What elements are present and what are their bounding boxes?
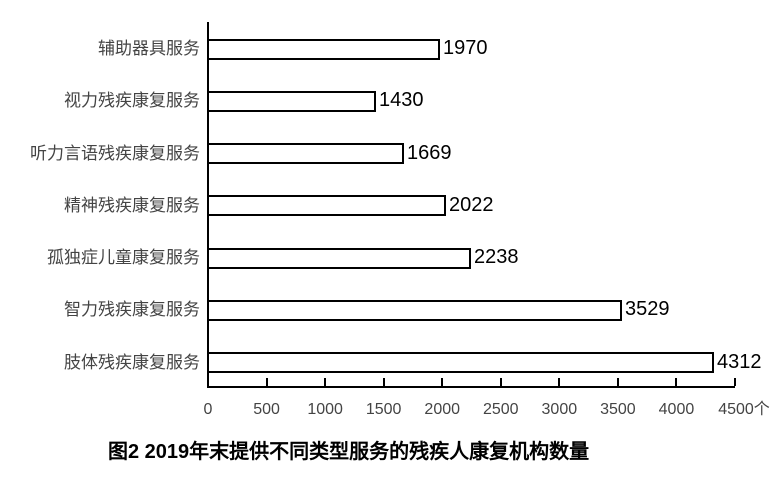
category-label: 辅助器具服务 — [98, 39, 200, 58]
x-axis-tick-label: 2500 — [482, 401, 519, 418]
x-axis-tick-label: 3000 — [541, 401, 578, 418]
x-axis-tick-mark — [441, 378, 443, 386]
x-axis-tick-mark — [617, 378, 619, 386]
x-axis-tick-mark — [558, 378, 560, 386]
bar — [207, 143, 404, 164]
x-axis-tick-label: 0 — [203, 401, 213, 418]
bar-value-label: 1430 — [379, 89, 424, 112]
category-label: 肢体残疾康复服务 — [64, 352, 200, 372]
plot-area: 1970 1430 1669 2022 2238 3529 4312 — [207, 22, 762, 388]
x-axis-tick-label: 500 — [253, 401, 280, 418]
category-label: 智力残疾康复服务 — [64, 300, 200, 320]
x-axis-tick-label: 1500 — [365, 401, 402, 418]
bar-value-label: 1669 — [407, 141, 452, 164]
x-axis-tick-label: 2000 — [424, 401, 461, 418]
bar — [207, 299, 622, 321]
category-axis-labels: 辅助器具服务视力残疾康复服务听力言语残疾康复服务精神残疾康复服务孤独症儿童康复服… — [0, 22, 200, 388]
bar-value-label: 4312 — [717, 350, 762, 373]
bar — [207, 247, 471, 269]
category-label: 听力言语残疾康复服务 — [30, 143, 200, 163]
x-axis-tick-label: 3500 — [600, 401, 636, 418]
x-axis-tick-mark — [734, 378, 736, 386]
category-label: 视力残疾康复服务 — [64, 91, 200, 111]
x-axis-tick-label: 4000 — [658, 401, 695, 418]
x-axis-tick-mark — [383, 378, 385, 386]
chart-title: 图2 2019年末提供不同类型服务的残疾人康复机构数量 — [108, 441, 590, 463]
x-axis-tick-label: 1000 — [307, 401, 343, 418]
bar — [207, 38, 440, 60]
x-axis-tick-mark — [324, 378, 326, 386]
category-label: 精神残疾康复服务 — [64, 195, 200, 215]
category-label: 孤独症儿童康复服务 — [47, 248, 200, 267]
x-axis-tick-mark — [675, 378, 677, 386]
bar — [207, 195, 446, 217]
bar-value-label: 2022 — [449, 193, 494, 216]
bar-value-label: 1970 — [443, 37, 488, 59]
x-axis-tick-mark — [500, 378, 502, 386]
x-axis-tick-label: 4500个 — [718, 401, 770, 418]
bar — [207, 90, 376, 112]
bar-value-label: 3529 — [625, 298, 670, 321]
x-axis-tick-mark — [266, 378, 268, 386]
bar-value-label: 2238 — [474, 246, 519, 268]
bar — [207, 352, 714, 373]
